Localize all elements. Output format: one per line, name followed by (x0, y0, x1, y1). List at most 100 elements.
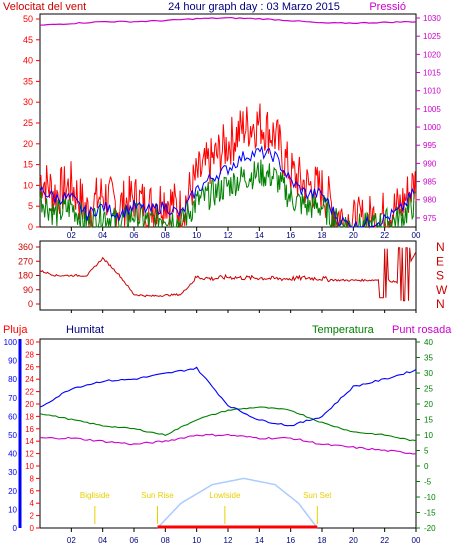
x-tick-label: 02 (67, 536, 76, 545)
pluja-tick-label: 24 (25, 375, 34, 384)
x-tick-label: 14 (255, 231, 264, 240)
sun-altitude-line (156, 477, 318, 529)
x-tick-label: 08 (161, 536, 170, 545)
humitat-tick-label: 10 (8, 505, 17, 514)
compass-label: N (436, 297, 445, 311)
temp-tick-label: -5 (424, 478, 432, 487)
top-panel-marks: 0510152025303540455097598098599099510001… (23, 14, 441, 240)
x-tick-label: 22 (380, 231, 389, 240)
dir-tick-label: 90 (23, 285, 33, 295)
x-tick-label: 18 (318, 536, 327, 545)
temp-tick-label: 35 (424, 354, 433, 363)
chart-title: 24 hour graph day : 03 Marzo 2015 (168, 1, 340, 13)
right-tick-label: 1000 (423, 123, 441, 132)
left-axis-label: Velocitat del vent (3, 1, 86, 13)
x-tick-label: 18 (318, 231, 327, 240)
series-line (39, 103, 417, 229)
pluja-tick-label: 30 (25, 338, 34, 347)
pluja-tick-label: 8 (30, 474, 35, 483)
pluja-tick-label: 22 (25, 388, 34, 397)
humitat-tick-label: 40 (8, 450, 17, 459)
dir-tick-label: 360 (18, 242, 33, 252)
left-tick-label: 25 (23, 118, 33, 128)
right-tick-label: 985 (423, 178, 437, 187)
compass-label: W (436, 283, 448, 297)
pluja-tick-label: 18 (25, 412, 34, 421)
panel-top (39, 13, 417, 228)
humitat-tick-label: 70 (8, 394, 17, 403)
pluja-tick-label: 6 (30, 487, 35, 496)
humitat-tick-label: 50 (8, 431, 17, 440)
humitat-tick-label: 60 (8, 412, 17, 421)
left-tick-label: 5 (28, 201, 33, 211)
humitat-tick-label: 0 (13, 524, 18, 533)
right-tick-label: 1025 (423, 32, 441, 41)
dir-tick-label: 270 (18, 256, 33, 266)
left-tick-label: 15 (23, 160, 33, 170)
pluja-tick-label: 16 (25, 425, 34, 434)
x-tick-label: 04 (98, 536, 107, 545)
right-tick-label: 1010 (423, 87, 441, 96)
right-tick-label: 1015 (423, 69, 441, 78)
x-tick-label: 16 (286, 231, 295, 240)
pluja-tick-label: 10 (25, 462, 34, 471)
compass-label: S (436, 269, 444, 283)
x-tick-label: 22 (380, 536, 389, 545)
series-line (39, 433, 417, 455)
right-tick-label: 990 (423, 159, 437, 168)
series-line (39, 145, 415, 228)
temp-tick-label: 40 (424, 338, 433, 347)
humitat-tick-label: 30 (8, 468, 17, 477)
bottom-panel-marks: 0102030405060708090100024681012141618202… (4, 338, 436, 545)
series-line (39, 366, 417, 427)
x-tick-label: 10 (192, 536, 201, 545)
temp-tick-label: -10 (424, 493, 436, 502)
punt-rosada-label: Punt rosada (392, 324, 452, 336)
x-tick-label: 04 (98, 231, 107, 240)
left-tick-label: 40 (23, 56, 33, 66)
right-axis-label: Pressió (369, 1, 406, 13)
series-line (39, 16, 417, 26)
x-tick-label: 00 (412, 536, 421, 545)
pluja-label: Pluja (3, 324, 28, 336)
sun-event-label: Lowlside (209, 491, 241, 500)
temp-tick-label: 20 (424, 400, 433, 409)
left-tick-label: 45 (23, 35, 33, 45)
right-tick-label: 1005 (423, 105, 441, 114)
pluja-tick-label: 2 (30, 512, 35, 521)
right-tick-label: 975 (423, 214, 437, 223)
humitat-tick-label: 80 (8, 375, 17, 384)
humitat-tick-label: 20 (8, 487, 17, 496)
temp-tick-label: 25 (424, 385, 433, 394)
left-tick-label: 30 (23, 97, 33, 107)
x-tick-label: 10 (192, 231, 201, 240)
left-tick-label: 0 (28, 222, 33, 232)
sun-event-label: Bigliside (80, 491, 110, 500)
series-line (39, 247, 417, 302)
series-line (39, 406, 417, 442)
temperatura-label: Temperatura (312, 324, 375, 336)
pluja-tick-label: 20 (25, 400, 34, 409)
pluja-tick-label: 28 (25, 350, 34, 359)
pluja-tick-label: 4 (30, 499, 35, 508)
sun-event-label: Sun Set (303, 491, 332, 500)
sun-event-label: Sun Rise (141, 491, 174, 500)
x-tick-label: 12 (224, 536, 233, 545)
x-tick-label: 16 (286, 536, 295, 545)
x-tick-label: 12 (224, 231, 233, 240)
right-tick-label: 980 (423, 196, 437, 205)
temp-tick-label: 0 (424, 462, 429, 471)
temp-tick-label: -15 (424, 509, 436, 518)
right-tick-label: 1020 (423, 50, 441, 59)
compass-label: N (436, 240, 445, 254)
compass-label: E (436, 254, 444, 268)
temp-tick-label: 5 (424, 447, 429, 456)
x-tick-label: 06 (130, 536, 139, 545)
humitat-label: Humitat (66, 324, 104, 336)
x-tick-label: 00 (412, 231, 421, 240)
pluja-tick-label: 0 (30, 524, 35, 533)
pluja-tick-label: 12 (25, 450, 34, 459)
temp-tick-label: 15 (424, 416, 433, 425)
